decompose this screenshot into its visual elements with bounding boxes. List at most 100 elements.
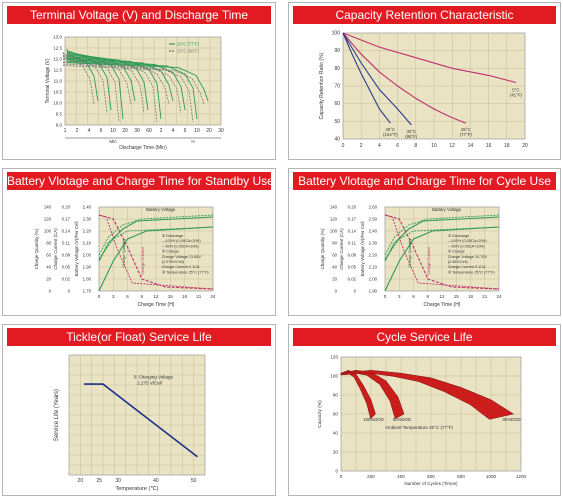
- legend-entry: 25°C (68°F): [177, 49, 200, 54]
- voltage-curve: [384, 216, 500, 262]
- x-tick-label: 21: [482, 294, 488, 299]
- y-tick-label: 20: [333, 450, 339, 455]
- y-axis-label: Battery Voltage (V)/Per Cell: [74, 221, 79, 276]
- discharge-curve-25c: [66, 59, 186, 111]
- x-tick-label: 9: [140, 294, 143, 299]
- terminal-voltage-chart: 13.0 12.5 12.0 11.5 11.0 10.5 10.0 9.5 9.01 2 4 6 10…: [45, 35, 224, 152]
- annotation-text: Charge Current 0.1CA: [448, 265, 486, 269]
- y-tick-label: 0.17: [348, 217, 357, 222]
- y-tick-label: 1.70: [83, 289, 92, 294]
- annotation-text: (2.275V/Cell): [162, 260, 185, 264]
- y-tick-label: 140: [330, 205, 338, 210]
- annotation-text: 2.275 V/Cell: [137, 381, 162, 386]
- x-tick-label: 20: [522, 143, 528, 149]
- x-tick-label: 21: [196, 294, 202, 299]
- x-tick-label: 30: [134, 128, 140, 134]
- discharge-curve-25c: [66, 56, 162, 120]
- panel-standby-charge: Battery Vlotage and Charge Time for Stan…: [2, 168, 276, 316]
- annotation-text: ① Charging Voltage: [133, 375, 173, 380]
- x-tick-label: 12: [439, 294, 445, 299]
- y-tick-label: 10.5: [53, 90, 62, 95]
- y-tick-label: 0.08: [348, 253, 357, 258]
- panel-title: Cycle Service Life: [293, 328, 556, 346]
- series-label: 50%DOD: [393, 417, 411, 422]
- y-tick-label: 100: [330, 374, 338, 379]
- annotation-text: Ambient Temperature 20°C (77°F): [385, 425, 454, 430]
- current-curve-50: [384, 214, 500, 290]
- x-tick-label: 6: [100, 128, 103, 134]
- x-tick-label: 18: [504, 143, 510, 149]
- y-axis-label: Terminal Voltage (V): [45, 58, 51, 103]
- y-tick-label: 0.11: [348, 241, 357, 246]
- panel-cycle-life: Cycle Service Life 120 100 80 60 40 20 0 0 200 40…: [288, 324, 561, 496]
- y-tick-label: 0.05: [348, 265, 357, 270]
- x-tick-label: 12: [449, 143, 455, 149]
- y-tick-label: 2.10: [83, 241, 92, 246]
- x-tick-label: 200: [367, 474, 375, 479]
- x-tick-label: 30: [115, 478, 121, 484]
- y-tick-label: 2.30: [369, 241, 378, 246]
- y-tick-label: 2.40: [369, 229, 378, 234]
- y-tick-label: 40: [333, 431, 339, 436]
- series-label: 100%DOD: [363, 417, 384, 422]
- x-tick-label: 6: [412, 294, 415, 299]
- x-tick-label: 800: [457, 474, 465, 479]
- y-tick-label: 0.20: [348, 205, 357, 210]
- x-tick-label: 50: [191, 478, 197, 484]
- discharge-curve-alt-temp: [62, 65, 205, 105]
- panel-terminal-voltage: Terminal Voltage (V) and Discharge Time …: [2, 2, 276, 160]
- annotation-text: ② Charge:: [162, 250, 180, 254]
- curve-label: Charge Current: [426, 246, 431, 274]
- x-tick-label: 600: [427, 474, 435, 479]
- retention-curve: [342, 32, 517, 84]
- curve-label: Battery Voltage: [146, 207, 176, 212]
- x-tick-label: 6: [126, 294, 129, 299]
- y-tick-label: 0: [68, 289, 71, 294]
- y-tick-label: 20: [46, 277, 51, 282]
- x-tick-label: 6: [184, 128, 187, 134]
- y-tick-label: 70: [334, 84, 340, 90]
- y-tick-label: 2.10: [369, 265, 378, 270]
- y-tick-label: 0.02: [62, 277, 71, 282]
- annotation-text: Charge Current 0.1CA: [162, 265, 200, 269]
- discharge-curve-25c: [66, 57, 174, 102]
- y-tick-label: 0.11: [62, 241, 71, 246]
- x-tick-label: 20: [122, 128, 128, 134]
- y-tick-label: 120: [330, 355, 338, 360]
- y-tick-label: 20: [332, 277, 337, 282]
- annotation-text: Charge Voltage 14.70V: [448, 255, 488, 259]
- annotation-text: —100% (0.05CA×20H): [162, 239, 202, 243]
- y-tick-label: 1.90: [83, 265, 92, 270]
- x-tick-label: 0: [98, 294, 101, 299]
- x-tick-label: 20: [206, 128, 212, 134]
- annotation-text: (2.45V/Cell): [448, 260, 469, 264]
- y-tick-label: 0: [335, 469, 338, 474]
- annotation-text: ③ Temperature 25°C (77°F): [162, 270, 210, 274]
- y-tick-label: 80: [332, 241, 337, 246]
- x-tick-label: 4: [88, 128, 91, 134]
- y-tick-label: 120: [44, 217, 52, 222]
- x-tick-label: 1000: [486, 474, 497, 479]
- y-tick-label: 60: [46, 253, 51, 258]
- y-tick-label: 40: [334, 137, 340, 143]
- annotation-text: ---50% (0.05CA×10H): [448, 244, 486, 248]
- series-label: 30%DOD: [502, 417, 520, 422]
- x-tick-label: 8: [414, 143, 417, 149]
- y-axis-label: Battery Voltage (V)/Per Cell: [360, 221, 365, 276]
- y-tick-label: 0.17: [62, 217, 71, 222]
- y-tick-label: 90: [334, 48, 340, 54]
- quantity-curve: [98, 226, 214, 292]
- y-axis-label: Capacity (%): [317, 400, 323, 428]
- y-tick-label: 60: [332, 253, 337, 258]
- annotation-text: ③ Temperature 25°C (77°F): [448, 270, 496, 274]
- float-life-chart: 20 25 30 40 50 Temperature (℃) Service Life (Y…: [54, 354, 206, 492]
- discharge-curve-25c: [66, 53, 136, 102]
- x-tick-label: 10: [431, 143, 437, 149]
- series-label: (41°F): [510, 92, 523, 97]
- y-tick-label: 10.0: [53, 101, 62, 106]
- y-axis-label: Charge Quantity (%): [320, 228, 325, 270]
- annotation-text: Charge Voltage 13.65V: [162, 255, 202, 259]
- discharge-curve-alt-temp: [62, 56, 132, 105]
